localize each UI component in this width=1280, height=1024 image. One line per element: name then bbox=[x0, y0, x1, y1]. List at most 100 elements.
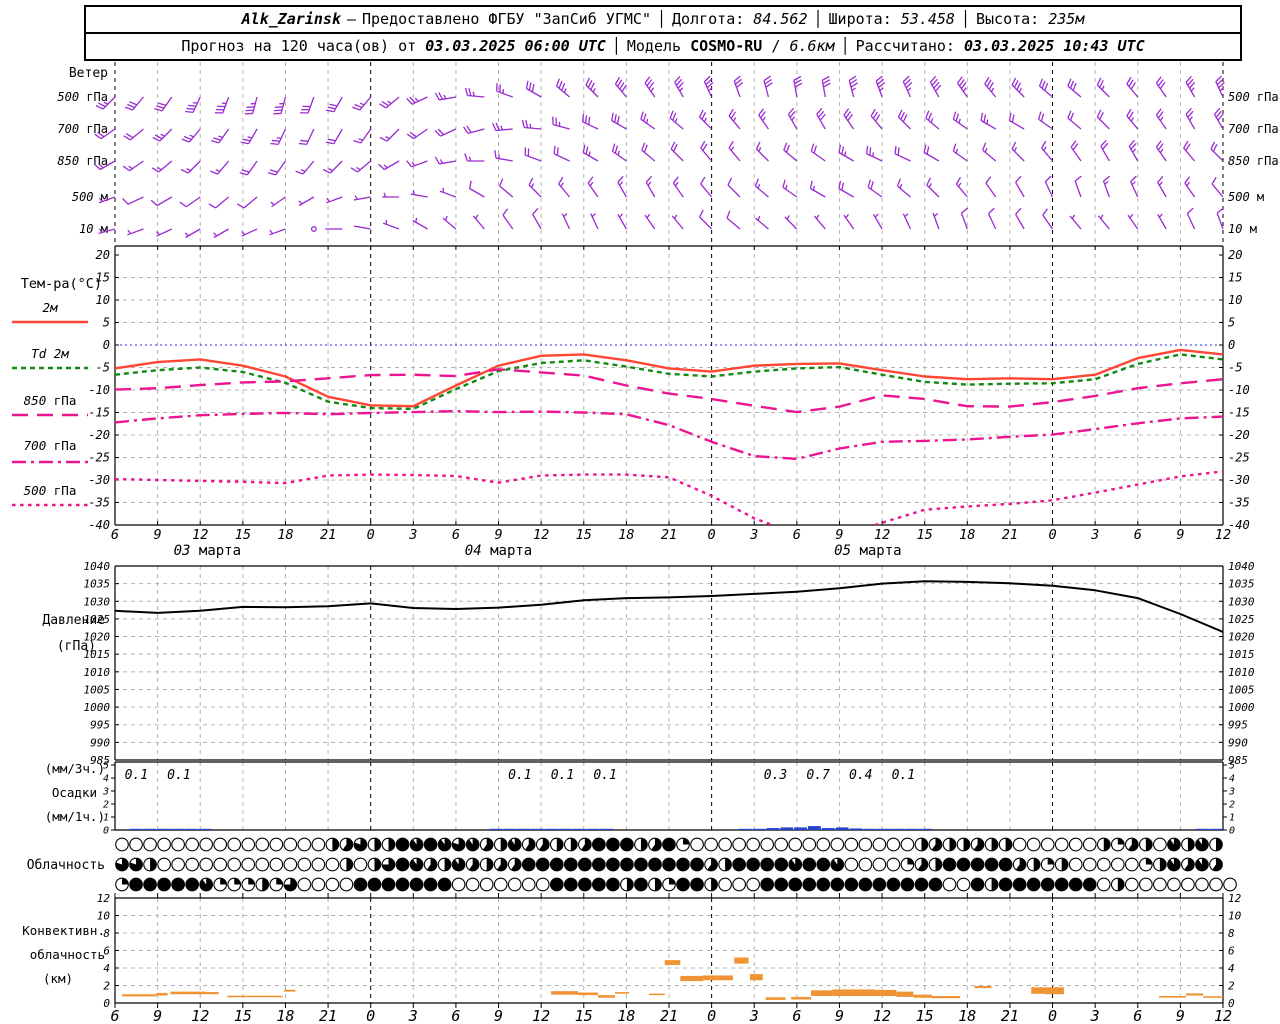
barb-feather bbox=[528, 82, 532, 91]
calc-time: 03.03.2025 10:43 UTC bbox=[964, 37, 1145, 55]
barb-feather bbox=[409, 131, 417, 138]
convective-bar bbox=[156, 992, 168, 996]
cloud-cover-fill bbox=[931, 838, 942, 851]
barb-feather bbox=[585, 77, 591, 86]
barb-feather bbox=[1210, 141, 1216, 150]
barb-feather bbox=[325, 109, 334, 113]
cloud-cover-icon bbox=[269, 837, 284, 852]
wind-barb bbox=[1102, 175, 1111, 198]
barb-half-feather bbox=[617, 150, 620, 156]
precip-bar bbox=[572, 828, 586, 830]
barb-feather bbox=[765, 82, 773, 88]
cloud-cover-icon bbox=[423, 837, 438, 852]
wind-barb bbox=[406, 128, 428, 140]
barb-half-feather bbox=[439, 159, 444, 164]
barb-half-feather bbox=[127, 229, 132, 235]
header-box: Alk_Zarinsk — Предоставлено ФГБУ "ЗапСиб У… bbox=[84, 5, 1242, 61]
barb-feather bbox=[532, 207, 539, 215]
wind-barb bbox=[1155, 76, 1167, 98]
precip-bar bbox=[918, 828, 932, 830]
barb-feather bbox=[616, 116, 620, 125]
pressure-ytick-right: 1025 bbox=[1228, 613, 1255, 626]
cloud-cover-icon bbox=[1012, 877, 1027, 892]
convective-bar bbox=[765, 997, 786, 1000]
barb-shaft bbox=[987, 213, 997, 230]
barb-half-feather bbox=[218, 135, 223, 138]
wind-barb bbox=[1155, 108, 1167, 130]
bottom-hour-label: 6 bbox=[451, 1007, 460, 1024]
barb-feather bbox=[463, 126, 469, 134]
barb-shaft bbox=[440, 128, 457, 137]
cloud-cover-icon bbox=[213, 857, 228, 872]
barb-feather bbox=[327, 138, 336, 142]
barb-half-feather bbox=[387, 100, 392, 105]
barb-half-feather bbox=[1043, 146, 1047, 151]
barb-half-feather bbox=[1186, 181, 1190, 187]
convective-bar bbox=[227, 995, 283, 998]
barb-feather bbox=[621, 84, 627, 93]
barb-shaft bbox=[894, 153, 911, 162]
cloud-cover-icon bbox=[1040, 877, 1055, 892]
precip-bar bbox=[170, 828, 184, 830]
barb-shaft bbox=[410, 193, 428, 198]
barb-feather bbox=[236, 203, 245, 209]
cloud-cover-icon bbox=[409, 877, 424, 892]
barb-feather bbox=[821, 75, 830, 81]
barb-half-feather bbox=[530, 183, 535, 188]
cloud-cover-icon bbox=[606, 837, 620, 852]
barb-shaft bbox=[700, 147, 713, 162]
barb-feather bbox=[464, 153, 468, 162]
barb-feather bbox=[181, 138, 190, 143]
barb-feather bbox=[902, 75, 910, 83]
cloud-cover-fill bbox=[991, 878, 998, 891]
cloud-cover-icon bbox=[1124, 877, 1139, 892]
barb-half-feather bbox=[1071, 214, 1076, 219]
wind-barb bbox=[703, 75, 714, 98]
convective-bar bbox=[791, 996, 812, 1000]
wind-barb bbox=[674, 75, 684, 98]
pressure-title: Давление bbox=[42, 613, 105, 628]
model-label: Модель bbox=[626, 37, 682, 55]
barb-feather bbox=[295, 170, 304, 175]
barb-shaft bbox=[467, 94, 485, 98]
wind-barb bbox=[213, 228, 229, 239]
barb-shaft bbox=[644, 82, 656, 98]
cloud-cover-icon bbox=[1153, 837, 1167, 852]
barb-feather bbox=[867, 179, 872, 188]
barb-half-feather bbox=[385, 136, 390, 140]
barb-shaft bbox=[442, 217, 457, 230]
wind-barb bbox=[640, 111, 656, 130]
barb-feather bbox=[1008, 112, 1012, 121]
barb-shaft bbox=[843, 114, 855, 130]
barb-feather bbox=[701, 112, 707, 120]
cloud-cover-fill bbox=[482, 838, 493, 851]
cloud-cover-icon bbox=[185, 837, 199, 852]
barb-feather bbox=[1011, 141, 1017, 150]
cloud-cover-icon bbox=[760, 837, 775, 852]
convective-bar bbox=[1203, 996, 1223, 998]
barb-feather bbox=[210, 170, 218, 175]
cloud-cover-fill bbox=[707, 858, 718, 871]
barb-feather bbox=[555, 78, 561, 87]
cloud-cover-icon bbox=[1096, 877, 1111, 892]
barb-half-feather bbox=[269, 229, 274, 235]
cloud-cover-icon bbox=[704, 837, 718, 852]
wind-barb bbox=[555, 78, 570, 98]
cloud-cover-icon bbox=[746, 837, 761, 852]
barb-shaft bbox=[1184, 182, 1196, 198]
cloud-cover-fill bbox=[438, 838, 451, 851]
wind-barb bbox=[499, 178, 514, 198]
barb-half-feather bbox=[1159, 116, 1164, 122]
cloud-cover-icon bbox=[367, 877, 382, 892]
barb-feather bbox=[1185, 143, 1191, 151]
wind-barb bbox=[843, 213, 855, 230]
cloud-cover-icon bbox=[606, 857, 620, 872]
cloud-cover-icon bbox=[886, 837, 901, 852]
barb-shaft bbox=[243, 196, 258, 209]
barb-feather bbox=[1044, 82, 1049, 91]
cloud-cover-icon bbox=[844, 857, 859, 872]
wind-barb bbox=[1015, 207, 1025, 230]
cloud-cover-fill bbox=[1159, 858, 1167, 871]
cloud-cover-icon bbox=[1153, 877, 1167, 892]
pressure-ytick-right: 1005 bbox=[1228, 683, 1255, 696]
